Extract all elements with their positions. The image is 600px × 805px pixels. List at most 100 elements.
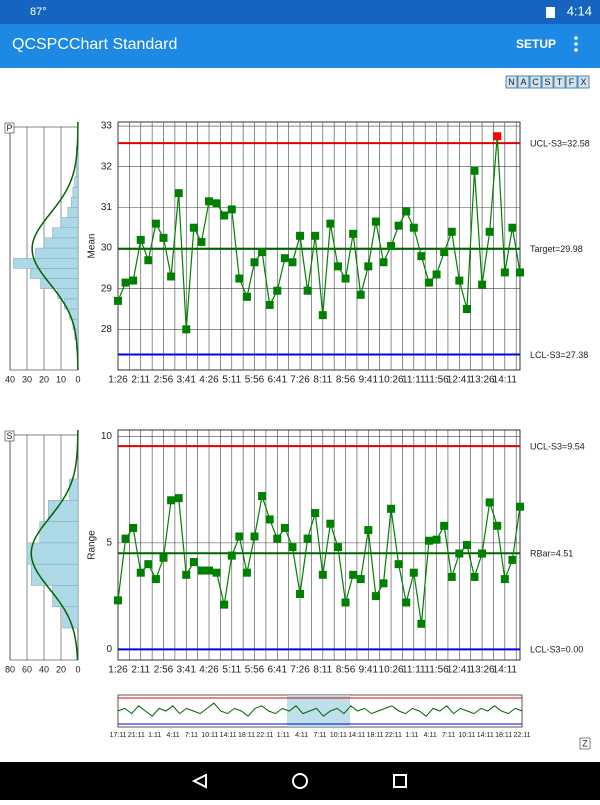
histogram-tick-label: 20 bbox=[56, 664, 66, 674]
toolbar-label[interactable]: F bbox=[569, 77, 575, 87]
toolbar-button[interactable] bbox=[553, 75, 566, 89]
data-point bbox=[303, 534, 312, 543]
data-point bbox=[250, 532, 259, 541]
data-point bbox=[318, 570, 327, 579]
navigator-label: 7:11 bbox=[185, 732, 198, 739]
histogram-bar bbox=[69, 478, 79, 501]
data-point bbox=[333, 262, 342, 271]
x-tick-label: 1:26 bbox=[108, 665, 128, 676]
data-point bbox=[371, 592, 380, 601]
x-tick-label: 11:56 bbox=[424, 375, 449, 386]
data-point bbox=[485, 227, 494, 236]
x-tick-label: 5:56 bbox=[245, 665, 265, 676]
data-point bbox=[288, 258, 297, 267]
x-tick-label: 5:56 bbox=[245, 375, 265, 386]
data-point bbox=[311, 509, 320, 518]
navigator-label: 14:11 bbox=[477, 732, 494, 739]
navigator-label: 10:11 bbox=[330, 732, 347, 739]
toolbar-button[interactable] bbox=[577, 75, 590, 89]
temperature: 87° bbox=[30, 6, 47, 18]
data-point bbox=[167, 496, 176, 505]
histogram-bar bbox=[43, 237, 79, 249]
data-point bbox=[364, 262, 373, 271]
histogram-tick-label: 0 bbox=[75, 664, 80, 674]
histogram-bar bbox=[70, 196, 79, 208]
navigator-label: 14:11 bbox=[348, 732, 365, 739]
data-point bbox=[189, 223, 198, 232]
toolbar-button[interactable] bbox=[541, 75, 554, 89]
data-point bbox=[121, 278, 130, 287]
data-point bbox=[432, 535, 441, 544]
data-point bbox=[470, 166, 479, 175]
zoom-box[interactable] bbox=[579, 737, 591, 750]
data-point bbox=[174, 189, 183, 198]
data-point bbox=[280, 523, 289, 532]
navigator-label: 14:11 bbox=[220, 732, 237, 739]
data-point bbox=[151, 219, 160, 228]
navigator-label: 4:11 bbox=[295, 732, 308, 739]
toolbar-button[interactable] bbox=[565, 75, 578, 89]
data-point bbox=[516, 502, 524, 511]
data-point bbox=[447, 227, 456, 236]
x-tick-label: 1:26 bbox=[108, 375, 128, 386]
x-tick-label: 6:41 bbox=[268, 375, 288, 386]
data-point bbox=[326, 219, 335, 228]
toolbar-button[interactable] bbox=[505, 75, 518, 89]
data-point bbox=[144, 256, 153, 265]
navigator-label: 21:11 bbox=[128, 732, 145, 739]
data-point bbox=[440, 248, 449, 257]
navigator-label: 1:11 bbox=[405, 732, 418, 739]
toolbar-label[interactable]: S bbox=[544, 77, 550, 87]
data-point bbox=[341, 274, 350, 283]
data-point bbox=[493, 521, 502, 530]
toolbar-label[interactable]: C bbox=[532, 77, 539, 87]
histogram-tick-label: 30 bbox=[22, 374, 32, 384]
histogram-bar bbox=[67, 207, 79, 218]
data-point bbox=[424, 536, 433, 545]
toolbar-button[interactable] bbox=[529, 75, 542, 89]
data-point bbox=[265, 515, 274, 524]
navigator-label: 17:11 bbox=[110, 732, 127, 739]
data-point bbox=[205, 197, 214, 206]
data-point bbox=[205, 566, 214, 575]
badge-box bbox=[4, 122, 15, 134]
app-bar bbox=[0, 24, 600, 68]
overflow-menu[interactable] bbox=[574, 36, 578, 52]
data-point bbox=[227, 551, 236, 560]
zoom-button[interactable]: Z bbox=[582, 738, 588, 748]
clock: 4:14 bbox=[567, 3, 592, 18]
toolbar-button[interactable] bbox=[517, 75, 530, 89]
x-tick-label: 4:26 bbox=[199, 375, 219, 386]
data-point bbox=[182, 570, 191, 579]
histogram-tick-label: 80 bbox=[5, 664, 15, 674]
histogram-bar bbox=[13, 257, 79, 269]
toolbar-label[interactable]: T bbox=[557, 77, 563, 87]
histogram-bar bbox=[35, 247, 79, 259]
data-point bbox=[485, 498, 494, 507]
data-point bbox=[333, 543, 342, 552]
recents-button[interactable] bbox=[393, 774, 407, 788]
plot-area bbox=[117, 121, 521, 371]
data-point bbox=[326, 519, 335, 528]
y-tick-label: 29 bbox=[101, 283, 113, 294]
histogram-tick-label: 40 bbox=[39, 664, 49, 674]
x-tick-label: 5:11 bbox=[222, 375, 241, 386]
data-point bbox=[371, 217, 380, 226]
histogram-bar bbox=[52, 585, 79, 608]
data-point bbox=[296, 231, 305, 240]
data-point bbox=[402, 207, 411, 216]
data-point bbox=[432, 270, 441, 279]
limit-label: UCL-S3=32.58 bbox=[530, 139, 590, 149]
toolbar-label[interactable]: X bbox=[580, 77, 586, 87]
data-point bbox=[424, 278, 433, 287]
setup-button[interactable]: SETUP bbox=[516, 37, 556, 51]
data-point bbox=[280, 254, 289, 263]
toolbar-label[interactable]: A bbox=[520, 77, 526, 87]
toolbar-label[interactable]: N bbox=[508, 77, 515, 87]
home-button[interactable] bbox=[292, 773, 308, 789]
data-point bbox=[349, 570, 358, 579]
data-point bbox=[189, 558, 198, 567]
back-button[interactable] bbox=[191, 773, 207, 789]
x-tick-label: 6:41 bbox=[268, 665, 288, 676]
limit-label: RBar=4.51 bbox=[530, 549, 573, 559]
